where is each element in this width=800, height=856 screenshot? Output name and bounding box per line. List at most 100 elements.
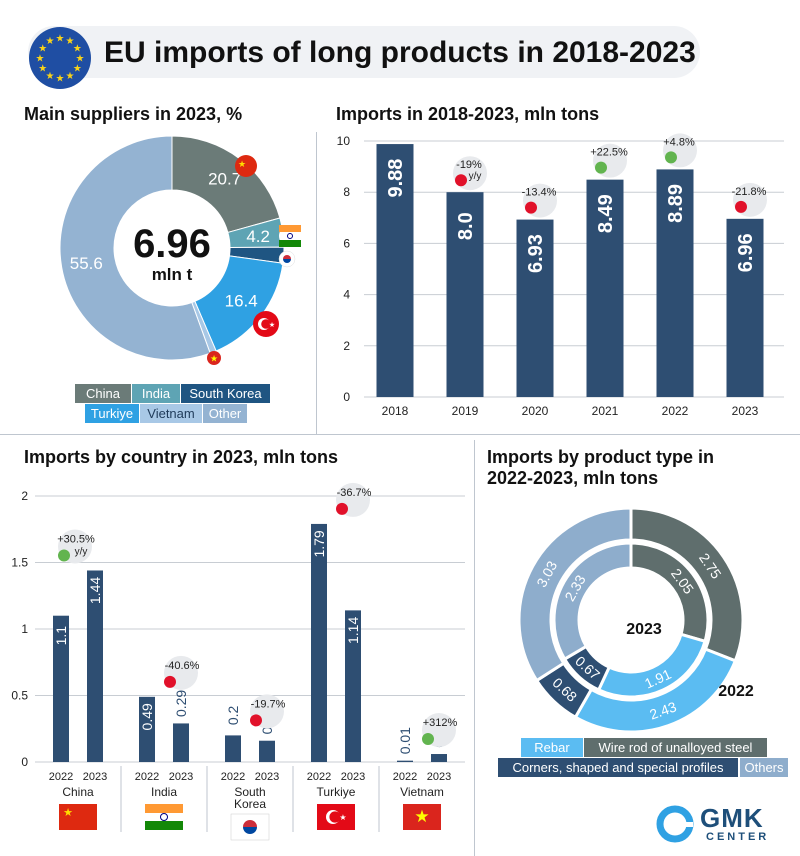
center-unit: mln t (152, 265, 193, 284)
south-korea-flag-icon (230, 813, 270, 841)
china-flag-icon: ★ (235, 155, 257, 177)
legend-india: India (132, 384, 180, 403)
bar-value-label: 1.79 (311, 530, 327, 557)
category-label: Korea (234, 797, 266, 811)
y-tick-label: 1 (21, 622, 28, 636)
y-tick-label: 0 (21, 755, 28, 769)
bar-value-label: 0.49 (139, 703, 155, 730)
increase-dot (665, 151, 677, 164)
svg-text:★: ★ (414, 807, 429, 826)
india-flag-icon (279, 225, 301, 247)
decrease-dot (455, 174, 467, 187)
eu-flag-icon: ★★★★★★★★★ ★ ★★ (29, 27, 91, 89)
x-tick-label: 2022 (662, 404, 689, 418)
inner-year-label: 2023 (626, 621, 662, 638)
y-tick-label: 1.5 (11, 556, 28, 570)
change-label: +22.5% (590, 147, 628, 159)
yearly-bar-chart: 0 2 4 6 8 10 9.88 2018 8.0 2019 -19%y/y 6.93 2020 -13… (337, 133, 784, 418)
change-label: -13.4% (522, 187, 557, 199)
x-tick-label: 2019 (452, 404, 479, 418)
year-label: 2022 (393, 771, 417, 783)
y-tick-label: 2 (21, 489, 28, 503)
bar-2023 (259, 740, 275, 762)
svg-text:★: ★ (238, 159, 246, 169)
year-label: 2022 (49, 771, 73, 783)
svg-text:★: ★ (63, 807, 73, 819)
ring-2023-slice (552, 541, 633, 662)
eu-star: ★ (66, 36, 75, 47)
category-label: China (62, 785, 94, 799)
decrease-dot (336, 502, 348, 515)
year-label: 2022 (307, 771, 331, 783)
category-label: Vietnam (400, 785, 444, 799)
bar-2023 (345, 610, 361, 762)
increase-dot (595, 161, 607, 174)
year-label: 2023 (255, 771, 279, 783)
eu-star: ★ (38, 44, 47, 55)
page-title: EU imports of long products in 2018-2023 (104, 36, 696, 69)
svg-text:★: ★ (269, 321, 275, 329)
y-tick-label: 0 (343, 390, 350, 404)
bar-2020 (516, 219, 554, 397)
y-tick-label: 10 (337, 134, 351, 148)
product-title-line2: 2022-2023, mln tons (487, 468, 659, 488)
bar-value-label: 0.2 (225, 705, 241, 725)
gmk-logo-sub: CENTER (706, 831, 770, 843)
bar-value-label: 6.93 (525, 234, 547, 273)
x-tick-label: 2023 (732, 404, 759, 418)
eu-star: ★ (73, 44, 82, 55)
change-label: -40.6% (165, 660, 200, 672)
country-title: Imports by country in 2023, mln tons (24, 447, 339, 467)
south-korea-flag-icon (278, 250, 296, 268)
bar-value-label: 8.0 (455, 212, 477, 240)
bar-2022 (139, 696, 155, 762)
legend-china: China (75, 384, 131, 403)
bar-2019 (446, 192, 484, 397)
ring-2022-slice (517, 506, 633, 683)
vietnam-flag-icon: ★ (403, 804, 441, 830)
eu-star: ★ (66, 71, 75, 82)
increase-dot (58, 549, 70, 562)
bar-value-label: 8.49 (595, 194, 617, 233)
year-label: 2022 (221, 771, 245, 783)
legend-south-korea: South Korea (181, 384, 270, 403)
china-flag-icon: ★ (59, 804, 97, 830)
decrease-dot (250, 714, 262, 727)
slice-label: 4.2 (246, 227, 270, 246)
bar-2022 (656, 169, 694, 397)
turkiye-flag-icon: ★ (253, 311, 279, 337)
country-bar-chart: 0 0.5 1 1.5 2 1.1 2022 1.44 2023 China ★ +30.5%y/y 0… (11, 482, 465, 841)
bar-value-label: 9.88 (385, 159, 407, 198)
change-sub-label: y/y (469, 171, 482, 182)
outer-year-label: 2022 (718, 683, 754, 700)
bar-2021 (586, 179, 624, 397)
decrease-dot (525, 201, 537, 214)
vietnam-flag-icon: ★ (207, 351, 221, 365)
eu-star: ★ (46, 36, 55, 47)
bar-2022 (53, 615, 69, 762)
svg-text:★: ★ (210, 354, 218, 364)
eu-star: ★ (38, 64, 47, 75)
bar-value-label: 1.44 (87, 577, 103, 604)
category-label: Turkiye (317, 785, 356, 799)
bar-value-label: 1.14 (345, 617, 361, 644)
slice-label: 55.6 (70, 254, 103, 273)
svg-text:★: ★ (339, 813, 346, 822)
gmk-logo-text: GMK (700, 803, 764, 833)
decrease-dot (164, 675, 176, 688)
change-label: +312% (423, 717, 458, 729)
category-label: South (234, 785, 265, 799)
yearly-title: Imports in 2018-2023, mln tons (336, 104, 600, 124)
bar-value-label: 8.89 (665, 184, 687, 223)
divider-bottom (474, 440, 475, 856)
legend-rebar: Rebar (521, 738, 583, 757)
eu-star: ★ (56, 34, 65, 45)
gmk-logo-icon (656, 805, 694, 843)
bar-value-label: 1.1 (53, 626, 69, 646)
divider-top (316, 132, 317, 434)
bar-2022 (397, 760, 413, 762)
year-label: 2023 (427, 771, 451, 783)
bar-2018 (376, 144, 414, 397)
slice-label: 20.7 (208, 170, 241, 189)
